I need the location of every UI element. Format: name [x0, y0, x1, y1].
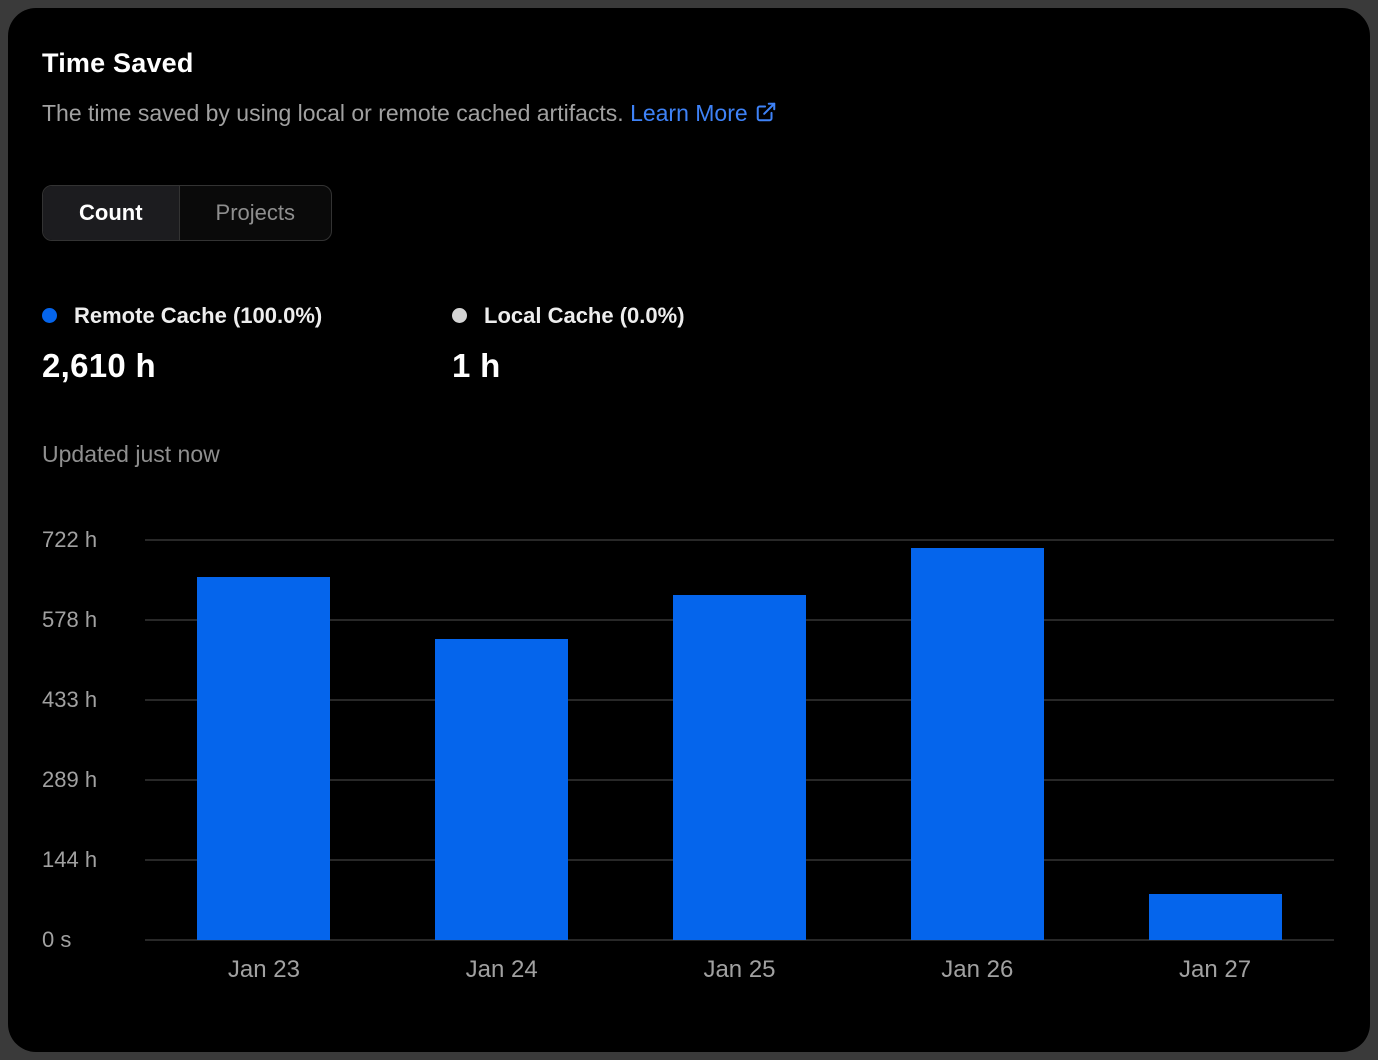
remote-cache-dot-icon: [42, 308, 57, 324]
y-tick-label: 722 h: [42, 526, 98, 552]
local-cache-legend: Local Cache (0.0%): [452, 303, 862, 329]
remote-cache-value: 2,610 h: [42, 346, 157, 384]
gridline: [145, 538, 1334, 541]
learn-more-link[interactable]: Learn More: [630, 100, 777, 126]
local-cache-label: Local Cache (0.0%): [484, 302, 685, 328]
cache-stats: Remote Cache (100.0%) 2,610 h Local Cach…: [42, 303, 1336, 385]
x-tick-label: Jan 27: [1179, 955, 1252, 983]
toggle-projects-button[interactable]: Projects: [180, 186, 331, 240]
remote-cache-legend: Remote Cache (100.0%): [42, 303, 452, 329]
bars-container: [145, 540, 1334, 940]
x-tick-label: Jan 26: [941, 955, 1014, 983]
y-tick-label: 144 h: [42, 847, 98, 873]
bar-jan-27[interactable]: [1148, 893, 1282, 940]
time-saved-card: Time Saved The time saved by using local…: [8, 8, 1370, 1052]
toggle-count-button[interactable]: Count: [43, 185, 180, 240]
count-projects-toggle: Count Projects: [42, 184, 333, 241]
x-axis: Jan 23 Jan 24 Jan 25 Jan 26 Jan 27: [145, 956, 1334, 984]
learn-more-label: Learn More: [630, 100, 748, 126]
time-saved-bar-chart: 0 s 144 h 289 h 433 h 578 h 722 h: [42, 528, 1336, 950]
remote-cache-label: Remote Cache (100.0%): [74, 302, 323, 328]
remote-cache-stat: Remote Cache (100.0%) 2,610 h: [42, 303, 452, 385]
bar-slot: [621, 540, 859, 940]
bar-slot: [145, 540, 383, 940]
bar-slot: [858, 540, 1096, 940]
bar-jan-26[interactable]: [910, 547, 1044, 940]
bar-jan-25[interactable]: [672, 594, 806, 940]
bar-jan-23[interactable]: [197, 577, 331, 940]
plot-area: [145, 538, 1334, 941]
y-axis: 0 s 144 h 289 h 433 h 578 h 722 h: [42, 528, 145, 950]
external-link-icon: [755, 101, 777, 123]
bar-slot: [1096, 540, 1334, 940]
card-subtitle: The time saved by using local or remote …: [42, 99, 1336, 129]
x-tick-label: Jan 24: [465, 955, 538, 983]
x-tick-label: Jan 23: [227, 955, 300, 983]
bar-slot: [383, 540, 621, 940]
page-title: Time Saved: [42, 48, 194, 78]
local-cache-dot-icon: [452, 308, 467, 324]
y-tick-label: 0 s: [42, 926, 72, 952]
local-cache-stat: Local Cache (0.0%) 1 h: [452, 303, 862, 385]
local-cache-value: 1 h: [452, 346, 501, 384]
y-tick-label: 578 h: [42, 606, 98, 632]
subtitle-text: The time saved by using local or remote …: [42, 100, 624, 126]
updated-status: Updated just now: [42, 440, 220, 467]
y-tick-label: 289 h: [42, 766, 98, 792]
gridline: [145, 938, 1334, 941]
y-tick-label: 433 h: [42, 687, 98, 713]
bar-jan-24[interactable]: [435, 639, 569, 940]
x-tick-label: Jan 25: [703, 955, 776, 983]
